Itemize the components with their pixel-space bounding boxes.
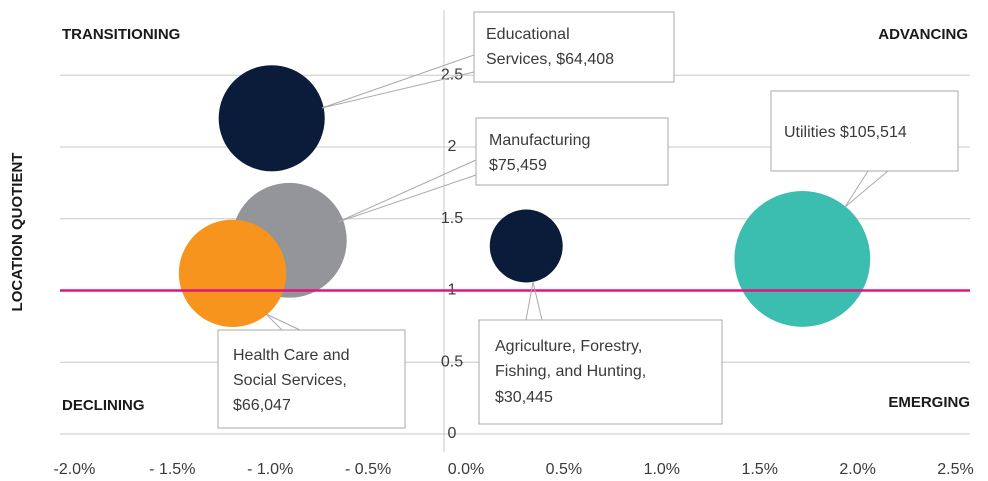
bubble — [734, 191, 871, 327]
leader-line — [321, 71, 475, 109]
quadrant-label: ADVANCING — [878, 26, 968, 43]
x-tick-label: - 1.0% — [247, 461, 293, 478]
y-tick-label: 1.5 — [441, 210, 463, 227]
bubble — [489, 209, 563, 283]
y-tick-label: 0 — [448, 425, 457, 442]
quadrant-label: DECLINING — [62, 397, 145, 414]
y-tick-label: 2.5 — [441, 66, 463, 83]
leader-line — [844, 170, 869, 208]
leader-line — [265, 313, 301, 331]
data-label: Manufacturing — [489, 132, 590, 149]
quadrant-label: TRANSITIONING — [62, 26, 180, 43]
x-tick-label: - 1.5% — [149, 461, 195, 478]
callout-box — [217, 329, 406, 429]
data-label: $30,445 — [495, 389, 553, 406]
leader-line — [265, 313, 283, 331]
quadrant-label: EMERGING — [888, 394, 970, 411]
callout-box — [475, 117, 669, 186]
leader-line — [532, 281, 543, 321]
data-label: Health Care and — [233, 347, 350, 364]
data-label: $66,047 — [233, 397, 291, 414]
data-label: Social Services, — [233, 372, 347, 389]
x-tick-label: 0.5% — [546, 461, 582, 478]
data-label: Educational — [486, 26, 570, 43]
x-tick-label: 0.0% — [448, 461, 484, 478]
data-label: Services, $64,408 — [486, 51, 614, 68]
data-label: Agriculture, Forestry, — [495, 338, 642, 355]
bubble — [178, 219, 287, 327]
y-tick-label: 2 — [448, 138, 457, 155]
y-tick-label: 0.5 — [441, 353, 463, 370]
x-tick-label: 1.0% — [644, 461, 680, 478]
x-tick-label: -2.0% — [54, 461, 96, 478]
bubble — [218, 65, 325, 172]
callout-box — [473, 11, 675, 83]
x-tick-label: - 0.5% — [345, 461, 391, 478]
data-label: Fishing, and Hunting, — [495, 363, 646, 380]
leader-line — [337, 174, 477, 223]
x-tick-label: 1.5% — [741, 461, 777, 478]
leader-line — [337, 159, 477, 223]
data-label: $75,459 — [489, 157, 547, 174]
leader-line — [321, 54, 475, 109]
callout-box — [770, 90, 959, 172]
y-axis-title: LOCATION QUOTIENT — [9, 153, 26, 312]
callout-box — [478, 319, 723, 425]
leader-line — [844, 170, 889, 208]
x-tick-label: 2.0% — [839, 461, 875, 478]
data-label: Utilities $105,514 — [784, 124, 907, 141]
leader-line — [525, 281, 534, 321]
x-tick-label: 2.5% — [937, 461, 973, 478]
